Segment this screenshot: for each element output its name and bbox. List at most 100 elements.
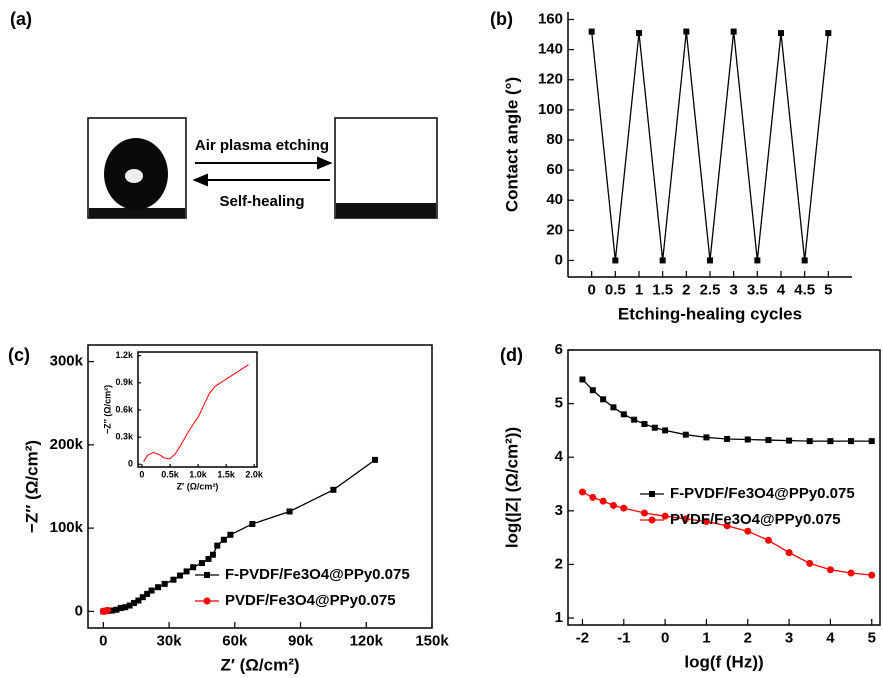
x-tick-label: 0.5k: [161, 469, 180, 479]
marker: [744, 436, 751, 443]
legend-label: F-PVDF/Fe3O4@PPy0.075: [225, 566, 410, 583]
y-tick-label: 1.2k: [115, 350, 134, 360]
y-tick-label: 0: [75, 602, 83, 619]
x-tick-label: 150k: [415, 632, 449, 649]
arrow-label: Air plasma etching: [195, 137, 329, 154]
marker: [801, 257, 808, 264]
marker: [600, 396, 607, 403]
y-tick-label: 0: [555, 251, 563, 268]
marker: [161, 580, 168, 587]
marker: [827, 438, 834, 445]
flat-image: [334, 117, 438, 219]
marker: [682, 515, 690, 523]
marker: [620, 411, 627, 418]
legend-marker: [649, 491, 655, 497]
x-axis-label: Etching-healing cycles: [618, 304, 802, 323]
marker: [868, 438, 875, 445]
panel-label: (c): [8, 345, 30, 365]
x-tick-label: 90k: [288, 632, 314, 649]
marker: [610, 404, 617, 411]
marker: [599, 497, 607, 505]
marker: [631, 416, 638, 423]
marker: [609, 501, 617, 509]
marker: [249, 520, 256, 527]
legend-marker: [203, 597, 211, 605]
x-tick-label: 2: [744, 629, 752, 646]
y-tick-label: 100k: [50, 519, 84, 536]
y-tick-label: 120: [538, 71, 563, 88]
marker: [659, 257, 666, 264]
marker: [117, 605, 124, 612]
y-tick-label: 0: [128, 459, 133, 469]
x-tick-label: 3: [785, 629, 793, 646]
marker: [214, 542, 221, 549]
marker: [724, 435, 731, 442]
x-tick-label: 60k: [222, 632, 248, 649]
y-axis-label: −Z″ (Ω/cm²): [22, 440, 41, 533]
marker: [825, 30, 832, 37]
marker: [744, 527, 752, 535]
marker: [148, 587, 155, 594]
arrow-label: Self-healing: [219, 193, 304, 210]
marker: [113, 606, 120, 613]
y-axis-label: log(|Z| (Ω/cm²)): [502, 427, 521, 548]
y-tick-label: 5: [555, 395, 563, 412]
marker: [848, 438, 855, 445]
x-axis-label: Z′ (Ω/cm²): [177, 481, 219, 491]
y-tick-label: 60: [546, 161, 563, 178]
x-tick-label: 3.5: [747, 281, 768, 298]
marker: [778, 30, 784, 37]
y-tick-label: 1: [555, 609, 563, 626]
legend-marker: [648, 516, 656, 524]
x-tick-label: 0.5: [605, 281, 626, 298]
x-tick-label: 1: [635, 281, 643, 298]
x-tick-label: 2.0k: [245, 469, 264, 479]
x-tick-label: 5: [824, 281, 832, 298]
marker: [703, 434, 710, 441]
marker: [806, 559, 814, 567]
marker: [588, 28, 595, 35]
y-axis-label: −Z″ (Ω/cm²): [102, 385, 112, 434]
panel-label: (d): [500, 345, 523, 365]
marker: [636, 30, 642, 37]
y-tick-label: 2: [555, 555, 563, 572]
marker: [682, 431, 689, 438]
legend-marker: [204, 572, 210, 578]
legend-label: PVDF/Fe3O4@PPy0.075: [225, 592, 396, 609]
y-tick-label: 200k: [50, 436, 84, 453]
x-tick-label: 120k: [350, 632, 384, 649]
y-tick-label: 4: [555, 448, 564, 465]
panel-label: (a): [10, 9, 32, 29]
x-tick-label: 0: [587, 281, 595, 298]
y-tick-label: 6: [555, 341, 563, 358]
marker: [662, 427, 669, 434]
legend-label: PVDF/Fe3O4@PPy0.075: [670, 511, 841, 528]
y-tick-label: 140: [538, 41, 563, 58]
marker: [589, 387, 596, 394]
marker: [785, 549, 793, 557]
marker: [730, 28, 737, 35]
y-tick-label: 100: [538, 101, 563, 118]
x-tick-label: 0: [99, 632, 107, 649]
x-tick-label: 1.0k: [189, 469, 208, 479]
x-tick-label: 1: [702, 629, 710, 646]
marker: [220, 536, 227, 543]
x-tick-label: 2: [682, 281, 690, 298]
y-tick-label: 80: [546, 131, 563, 148]
x-tick-label: 1.5: [652, 281, 673, 298]
marker: [139, 594, 146, 601]
x-tick-label: 0: [661, 629, 669, 646]
x-axis-label: Z′ (Ω/cm²): [220, 655, 299, 674]
y-tick-label: 40: [546, 191, 563, 208]
marker: [620, 504, 628, 512]
marker: [227, 531, 234, 538]
x-axis-label: log(f (Hz)): [684, 652, 763, 671]
marker: [177, 572, 184, 579]
y-tick-label: 0.9k: [115, 377, 134, 387]
panel-label: (b): [490, 9, 513, 29]
marker: [641, 420, 648, 427]
marker: [702, 518, 710, 526]
x-tick-label: 30k: [157, 632, 183, 649]
marker: [122, 604, 129, 611]
x-tick-label: 4: [777, 281, 786, 298]
